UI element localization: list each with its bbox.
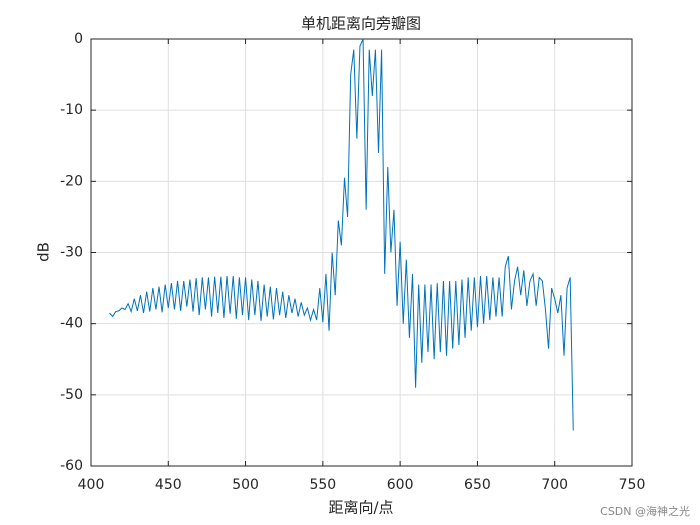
x-tick-label: 550 bbox=[309, 477, 336, 493]
y-tick-label: 0 bbox=[74, 31, 83, 47]
y-tick-label: -10 bbox=[60, 102, 83, 118]
watermark: CSDN @海神之光 bbox=[600, 504, 690, 518]
y-tick-label: -50 bbox=[60, 387, 83, 403]
x-tick-label: 500 bbox=[232, 477, 259, 493]
x-tick-label: 450 bbox=[155, 477, 182, 493]
y-tick-label: -20 bbox=[60, 173, 83, 189]
axes-box bbox=[90, 38, 633, 467]
x-tick-label: 600 bbox=[387, 477, 414, 493]
x-tick-label: 750 bbox=[619, 477, 646, 493]
data-line bbox=[109, 38, 574, 431]
y-tick-label: -60 bbox=[60, 458, 83, 474]
x-tick-label: 400 bbox=[78, 477, 105, 493]
x-tick-label: 650 bbox=[464, 477, 491, 493]
y-axis-label: dB bbox=[35, 242, 53, 262]
chart-title: 单机距离向旁瓣图 bbox=[301, 15, 421, 33]
y-tick-label: -40 bbox=[60, 316, 83, 332]
x-axis-label: 距离向/点 bbox=[328, 499, 393, 517]
y-tick-label: -30 bbox=[60, 245, 83, 261]
x-tick-label: 700 bbox=[541, 477, 568, 493]
